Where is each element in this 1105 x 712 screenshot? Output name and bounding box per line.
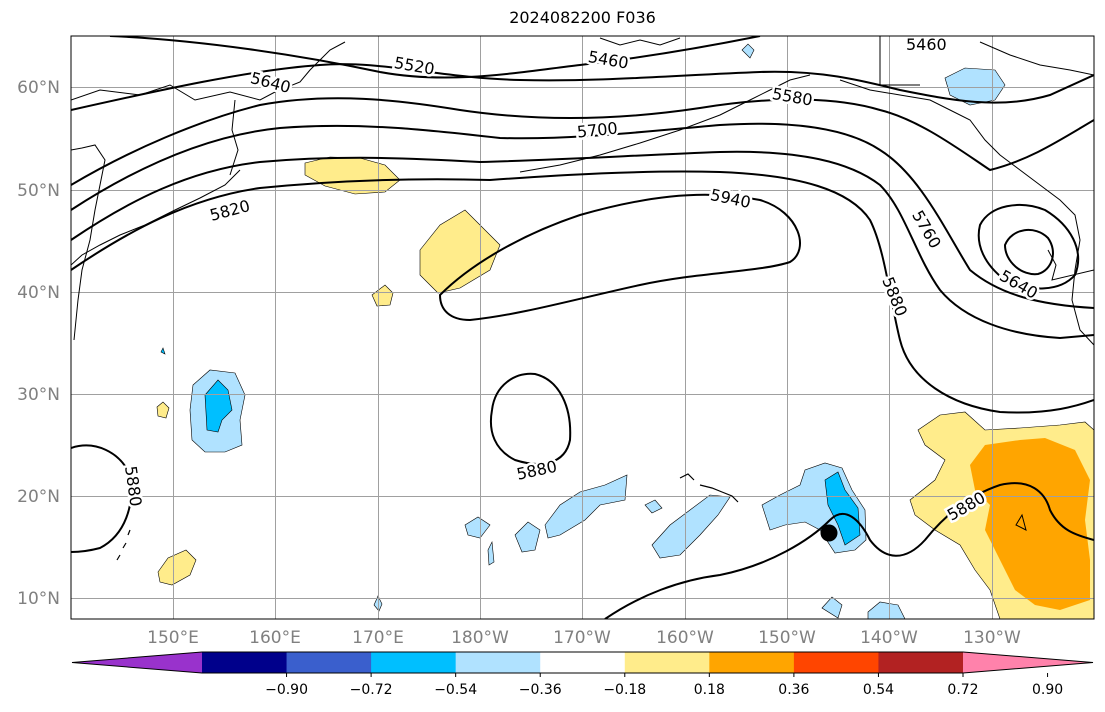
colorbar-tick-label: −0.36 [519, 682, 562, 698]
colorbar-swatch [371, 652, 457, 673]
colorbar-tick-label: 0.90 [1032, 682, 1063, 698]
colorbar-swatch [455, 652, 541, 673]
storm-position-dot [820, 524, 838, 542]
negative-anomaly-regions [160, 43, 1006, 619]
lat-label-10n: 10°N [17, 589, 60, 609]
colorbar-swatch [624, 652, 710, 673]
longitude-labels: 150°E 160°E 170°E 180°W 170°W 160°W 150°… [147, 628, 1021, 648]
lat-label-60n: 60°N [17, 78, 60, 98]
colorbar: −0.90 −0.72 −0.54 −0.36 −0.18 0.18 0.36 0.54 0.7… [71, 651, 1094, 698]
colorbar-tick-label: 0.18 [694, 682, 725, 698]
lon-label-160w: 160°W [656, 628, 714, 648]
lat-label-40n: 40°N [17, 283, 60, 303]
coastlines [71, 36, 1094, 531]
colorbar-swatch [709, 652, 795, 673]
colorbar-outline [71, 651, 1094, 674]
colorbar-swatch [793, 652, 879, 673]
map-border [70, 35, 1095, 620]
colorbar-tick-label: 0.36 [778, 682, 809, 698]
islands [116, 473, 739, 561]
lon-label-170e: 170°E [352, 628, 404, 648]
lon-label-180w: 180°W [451, 628, 509, 648]
map-panel: 5460 5460 5520 5580 5640 5640 5700 5760 … [71, 35, 1094, 619]
colorbar-swatch [202, 652, 288, 673]
colorbar-tick-label: −0.90 [265, 682, 308, 698]
lon-label-140w: 140°W [860, 628, 918, 648]
colorbar-swatch [540, 652, 626, 673]
lon-label-170w: 170°W [553, 628, 611, 648]
colorbar-swatch [286, 652, 372, 673]
latitude-labels: 10°N 20°N 30°N 40°N 50°N 60°N [17, 78, 60, 609]
colorbar-tick-label: 0.72 [947, 682, 978, 698]
colorbar-tick-label: −0.72 [350, 682, 393, 698]
positive-anomaly-regions [156, 156, 1094, 619]
map-title: 2024082200 F036 [509, 8, 656, 27]
lon-label-150e: 150°E [147, 628, 199, 648]
colorbar-tick-label: −0.54 [434, 682, 477, 698]
lon-label-130w: 130°W [963, 628, 1021, 648]
colorbar-tick-label: 0.54 [863, 682, 894, 698]
lon-label-160e: 160°E [249, 628, 301, 648]
lat-label-20n: 20°N [17, 487, 60, 507]
contour-label-5460: 5460 [906, 35, 947, 54]
colorbar-extend-high [963, 652, 1093, 673]
colorbar-swatch [878, 652, 964, 673]
lat-label-50n: 50°N [17, 181, 60, 201]
lon-label-150w: 150°W [758, 628, 816, 648]
lat-label-30n: 30°N [17, 385, 60, 405]
colorbar-tick-label: −0.18 [603, 682, 646, 698]
colorbar-extend-low [72, 652, 202, 673]
height-contours [71, 36, 1094, 619]
